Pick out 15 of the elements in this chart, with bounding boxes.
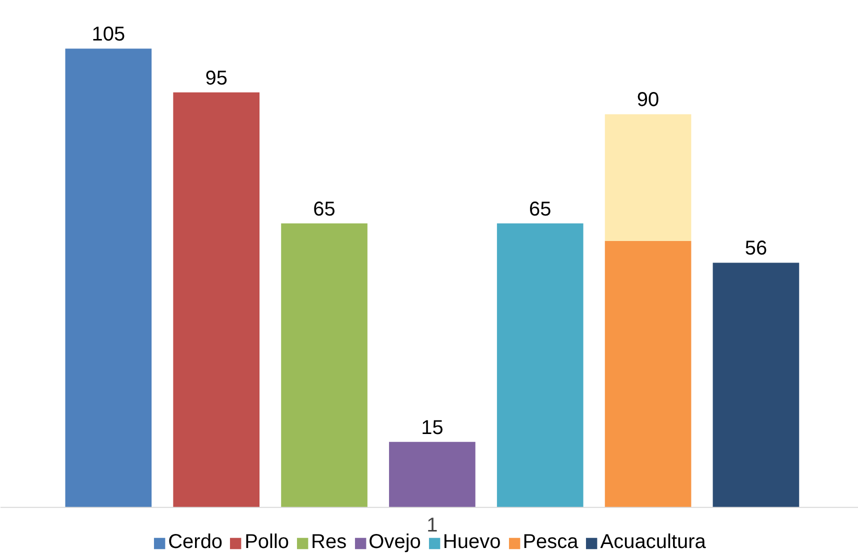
legend-label: Ovejo xyxy=(368,531,421,554)
data-label: 105 xyxy=(92,24,126,46)
legend-label: Acuacultura xyxy=(600,531,706,554)
legend-label: Huevo xyxy=(442,531,501,554)
total-label: 90 xyxy=(636,89,660,112)
data-label: 56 xyxy=(744,238,768,260)
text: 1 xyxy=(426,514,438,536)
data-label: 15 xyxy=(421,416,444,439)
legend-label: Cerdo xyxy=(168,531,223,554)
legend-label: Pesca xyxy=(522,531,578,554)
data-label: 65 xyxy=(529,198,552,220)
data-label: 65 xyxy=(313,198,336,220)
legend-label: Pollo xyxy=(244,531,290,554)
data-label: 95 xyxy=(205,67,228,90)
legend-label: Res xyxy=(311,531,347,554)
